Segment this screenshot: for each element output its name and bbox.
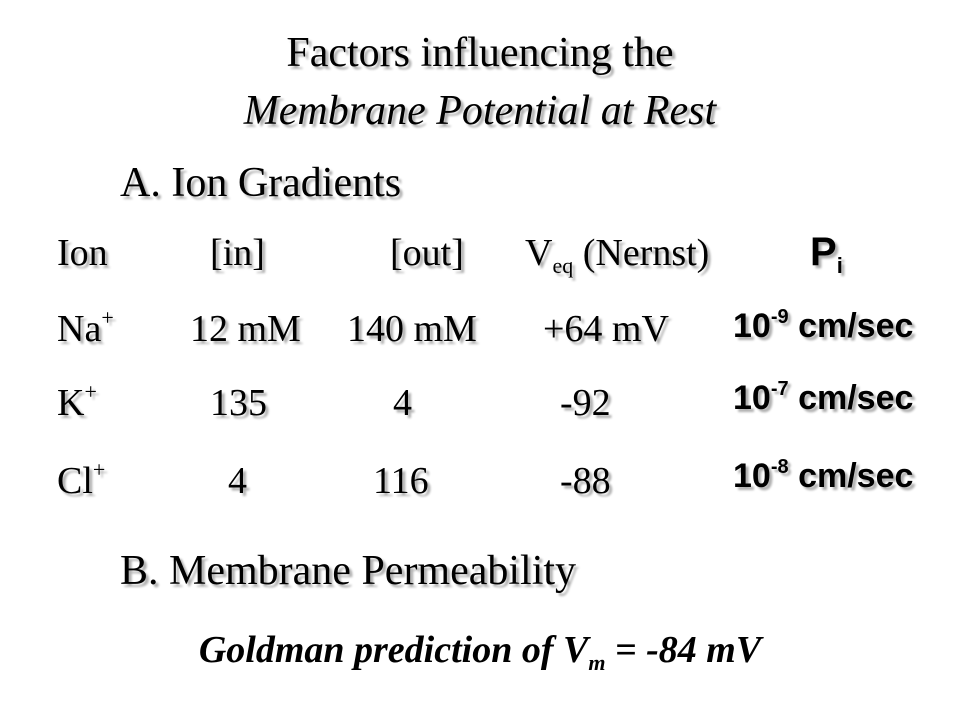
- row-na-veq: +64 mV: [543, 308, 669, 350]
- row-k-ion: K+: [57, 379, 97, 425]
- slide-title-line1: Factors influencing the: [286, 30, 674, 76]
- row-na-perm: 10-9 cm/sec: [733, 306, 914, 345]
- row-na-out: 140 mM: [347, 308, 477, 350]
- header-out: [out]: [390, 232, 464, 274]
- section-a-heading: A. Ion Gradients: [120, 160, 402, 206]
- row-na-in: 12 mM: [190, 308, 301, 350]
- header-ion: Ion: [57, 232, 108, 274]
- row-cl-out: 116: [373, 460, 429, 502]
- slide-title-line2: Membrane Potential at Rest: [243, 88, 717, 134]
- row-k-in: 135: [210, 382, 267, 424]
- row-cl-in: 4: [228, 460, 247, 502]
- header-veq: Veq (Nernst): [525, 232, 710, 278]
- row-cl-veq: -88: [560, 460, 611, 502]
- row-k-out: 4: [393, 382, 412, 424]
- header-permeability: Pi: [810, 230, 843, 278]
- row-cl-ion: Cl+: [57, 457, 106, 503]
- goldman-prediction: Goldman prediction of Vm = -84 mV: [198, 629, 762, 675]
- row-cl-perm: 10-8 cm/sec: [733, 456, 914, 495]
- header-in: [in]: [210, 232, 265, 274]
- row-k-veq: -92: [560, 382, 611, 424]
- row-na-ion: Na+: [57, 305, 114, 351]
- row-k-perm: 10-7 cm/sec: [733, 378, 914, 417]
- section-b-heading: B. Membrane Permeability: [120, 548, 577, 594]
